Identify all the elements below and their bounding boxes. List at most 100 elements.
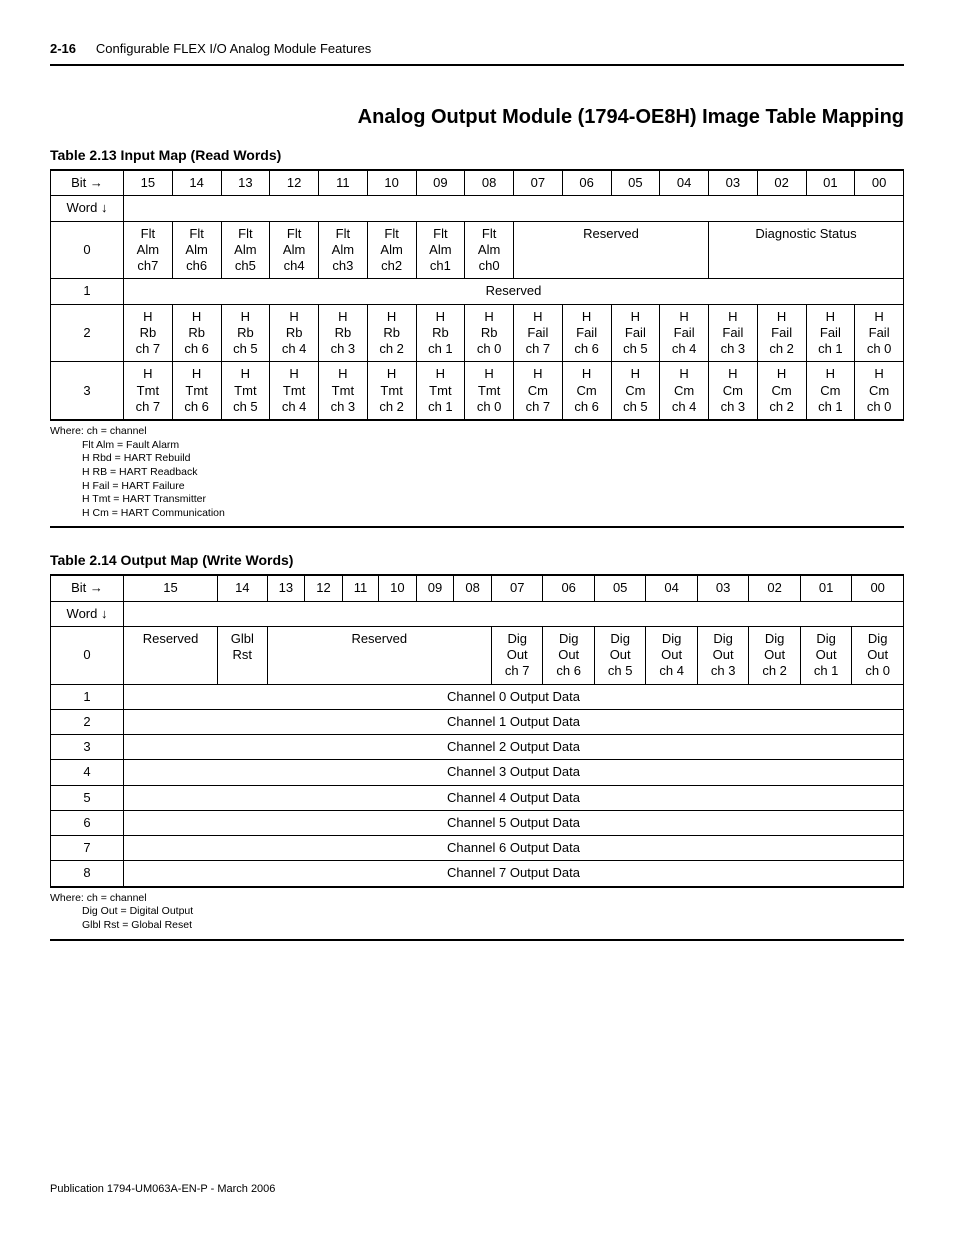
cell: Flt Alm ch6 [172,221,221,279]
word-label: Word ↓ [51,196,124,221]
cell: H Fail ch 6 [562,304,611,362]
channel-data: Channel 1 Output Data [124,709,904,734]
cell: H Cm ch 6 [562,362,611,420]
table1-caption: Table 2.13 Input Map (Read Words) [50,147,904,163]
cell: H Tmt ch 2 [367,362,416,420]
legend-line: H Tmt = HART Transmitter [50,493,904,507]
data-row: 8Channel 7 Output Data [51,861,904,887]
bit-cell: 00 [852,575,904,601]
bit-cell: 12 [270,170,319,196]
word-num: 7 [51,836,124,861]
word-num: 3 [51,735,124,760]
cell: Dig Out ch 0 [852,626,904,684]
bit-label: Bit → [51,575,124,601]
legend-line: Dig Out = Digital Output [50,905,904,919]
cell: Dig Out ch 5 [594,626,645,684]
cell: H Cm ch 0 [855,362,904,420]
bit-cell: 10 [367,170,416,196]
data-row: 3Channel 2 Output Data [51,735,904,760]
cell: H Tmt ch 5 [221,362,270,420]
bit-cell: 06 [562,170,611,196]
bit-cell: 02 [749,575,800,601]
word-num: 8 [51,861,124,887]
bit-cell: 01 [806,170,855,196]
cell: H Rb ch 1 [416,304,465,362]
legend-line: H Cm = HART Communication [50,507,904,521]
legend-line: ch = channel [87,425,147,437]
empty-cell [124,601,904,626]
cell: H Cm ch 3 [709,362,758,420]
bit-cell: 14 [218,575,268,601]
bit-cell: 11 [342,575,378,601]
reserved-cell: Reserved [124,279,904,304]
legend-line: H Fail = HART Failure [50,480,904,494]
bit-cell: 13 [221,170,270,196]
page-header: 2-16 Configurable FLEX I/O Analog Module… [50,40,904,66]
diag-cell: Diagnostic Status [709,221,904,279]
word-num: 6 [51,810,124,835]
bit-cell: 06 [543,575,594,601]
channel-data: Channel 2 Output Data [124,735,904,760]
cell: H Fail ch 2 [757,304,806,362]
bit-cell: 07 [491,575,542,601]
word-label: Word ↓ [51,601,124,626]
word0-row: 0 Flt Alm ch7 Flt Alm ch6 Flt Alm ch5 Fl… [51,221,904,279]
bit-cell: 04 [646,575,697,601]
word-num: 3 [51,362,124,420]
word-num: 0 [51,626,124,684]
legend-line: Glbl Rst = Global Reset [50,919,904,933]
legend-line: H RB = HART Readback [50,466,904,480]
word-row: Word ↓ [51,601,904,626]
channel-data: Channel 6 Output Data [124,836,904,861]
channel-data: Channel 4 Output Data [124,785,904,810]
bit-cell: 01 [800,575,851,601]
bit-cell: 03 [709,170,758,196]
cell: Flt Alm ch7 [124,221,173,279]
cell: H Cm ch 5 [611,362,660,420]
input-map-table: Bit → 15 14 13 12 11 10 09 08 07 06 05 0… [50,169,904,421]
bit-cell: 08 [454,575,492,601]
cell: Flt Alm ch5 [221,221,270,279]
bit-cell: 09 [416,575,454,601]
cell: H Fail ch 7 [514,304,563,362]
word0-row: 0 Reserved Glbl Rst Reserved Dig Out ch … [51,626,904,684]
cell: H Tmt ch 6 [172,362,221,420]
legend-line: H Rbd = HART Rebuild [50,452,904,466]
cell: H Tmt ch 1 [416,362,465,420]
cell: Flt Alm ch4 [270,221,319,279]
cell: Dig Out ch 6 [543,626,594,684]
cell: H Rb ch 0 [465,304,514,362]
bit-row: Bit → 15 14 13 12 11 10 09 08 07 06 05 0… [51,170,904,196]
glbl-rst-cell: Glbl Rst [218,626,268,684]
cell: Dig Out ch 1 [800,626,851,684]
bit-cell: 15 [124,170,173,196]
reserved-cell: Reserved [514,221,709,279]
word-num: 2 [51,304,124,362]
word-num: 1 [51,279,124,304]
data-row: 4Channel 3 Output Data [51,760,904,785]
bit-cell: 05 [611,170,660,196]
cell: Flt Alm ch1 [416,221,465,279]
channel-data: Channel 3 Output Data [124,760,904,785]
channel-data: Channel 0 Output Data [124,684,904,709]
main-title: Analog Output Module (1794-OE8H) Image T… [50,106,904,129]
cell: H Fail ch 3 [709,304,758,362]
legend-line: Flt Alm = Fault Alarm [50,439,904,453]
bit-cell: 12 [305,575,343,601]
bit-cell: 09 [416,170,465,196]
bit-cell: 02 [757,170,806,196]
word-row: Word ↓ [51,196,904,221]
cell: H Tmt ch 7 [124,362,173,420]
cell: H Rb ch 2 [367,304,416,362]
bit-cell: 05 [594,575,645,601]
word-num: 4 [51,760,124,785]
bit-cell: 04 [660,170,709,196]
cell: H Tmt ch 4 [270,362,319,420]
reserved-cell: Reserved [267,626,491,684]
table2-legend: Where: ch = channel Dig Out = Digital Ou… [50,892,904,941]
cell: H Fail ch 1 [806,304,855,362]
legend-where: Where: [50,892,84,904]
data-row: 2Channel 1 Output Data [51,709,904,734]
cell: H Rb ch 4 [270,304,319,362]
table1-legend: Where: ch = channel Flt Alm = Fault Alar… [50,425,904,528]
